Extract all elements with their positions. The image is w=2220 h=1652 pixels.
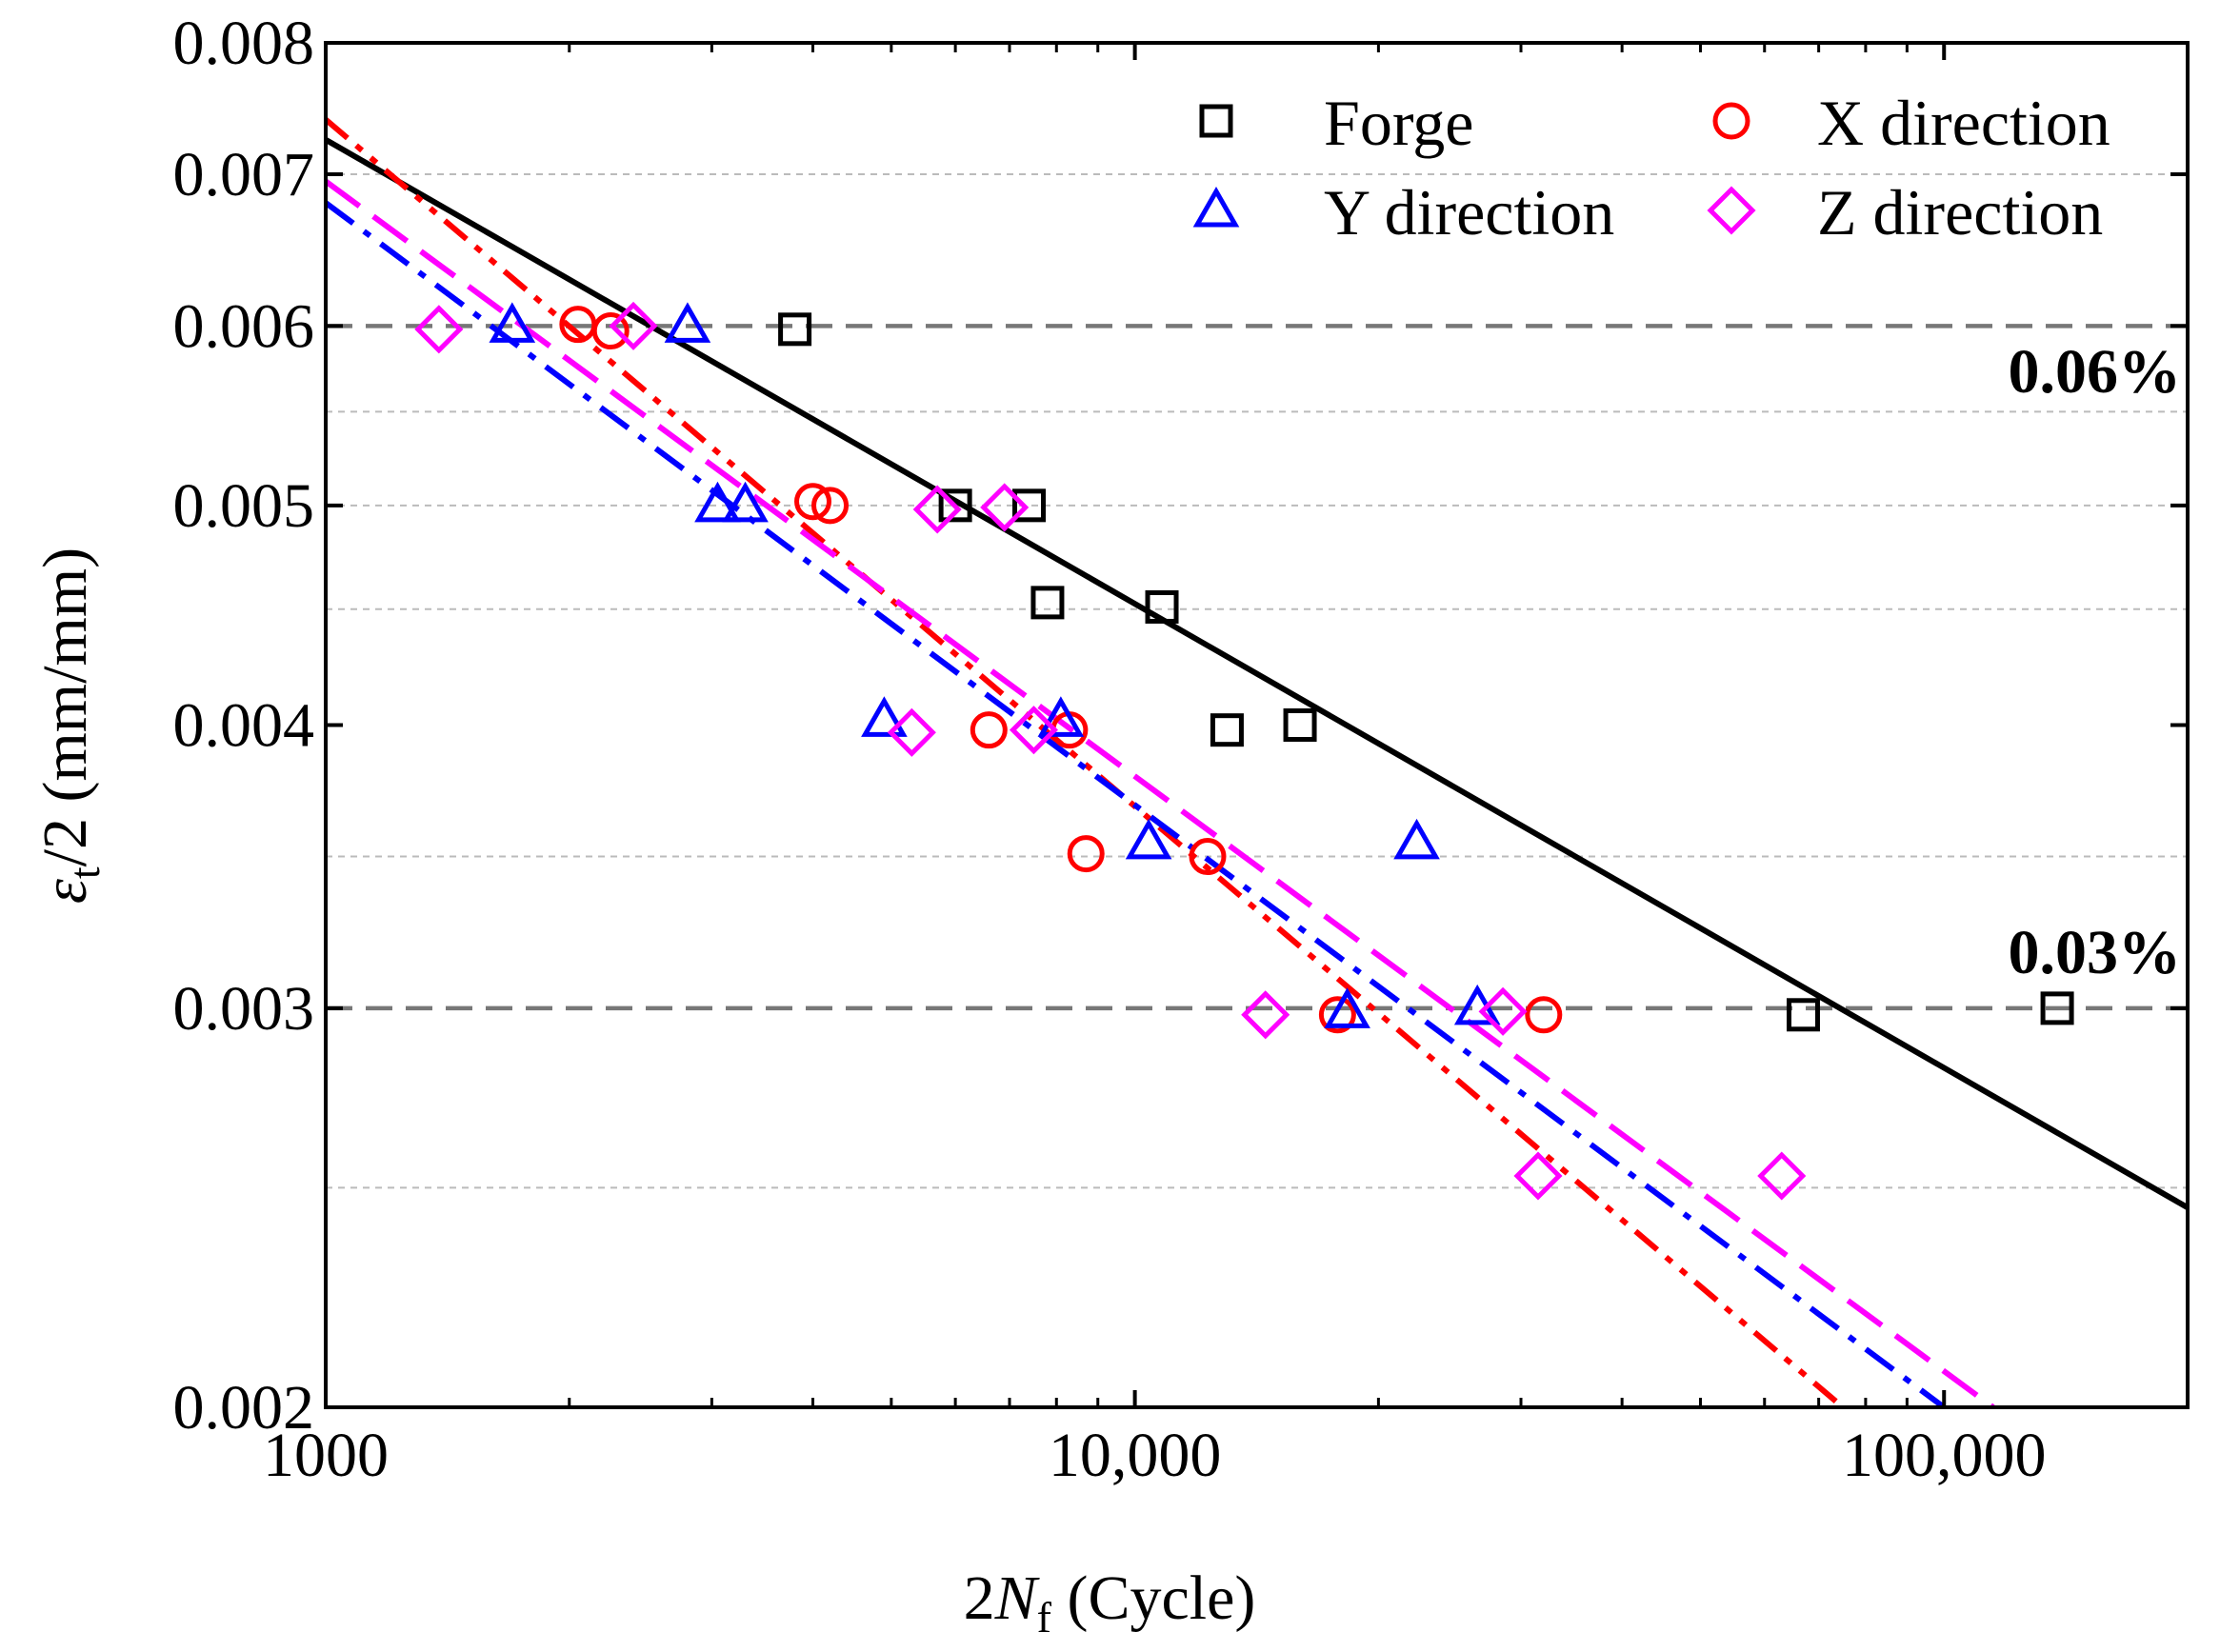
y-tick-label-0: 0.002 <box>173 1373 315 1443</box>
legend-marker-forge <box>1199 104 1233 138</box>
data-point-x-direction-2 <box>794 483 832 521</box>
data-point-z-direction-0 <box>414 305 464 354</box>
data-point-y-direction-7 <box>1324 987 1370 1028</box>
legend-label-forge: Forge <box>1324 87 1473 159</box>
data-point-y-direction-5 <box>1037 696 1085 737</box>
fit-line-forge <box>326 137 2188 1210</box>
data-point-x-direction-6 <box>1067 835 1105 873</box>
data-point-forge-7 <box>1786 998 1820 1032</box>
data-point-forge-3 <box>1030 586 1065 620</box>
x-axis-title: 2Nf (Cycle) <box>964 1563 1256 1642</box>
data-point-y-direction-1 <box>664 302 711 343</box>
legend-symbol-y-direction <box>1192 186 1240 228</box>
reference-lines <box>326 324 2188 1011</box>
legend-marker-y-direction <box>1192 186 1240 228</box>
data-point-y-direction-0 <box>489 302 536 343</box>
data-point-z-direction-9 <box>1757 1151 1807 1201</box>
data-point-y-direction-6 <box>1125 818 1172 860</box>
data-point-forge-0 <box>778 312 812 347</box>
fit-line-z-direction <box>326 179 1995 1407</box>
data-point-z-direction-2 <box>887 707 936 757</box>
y-tick-label-3: 0.005 <box>173 471 315 541</box>
data-point-z-direction-7 <box>1478 986 1528 1036</box>
data-point-y-direction-8 <box>1393 818 1440 860</box>
legend-marker-z-direction <box>1707 186 1756 235</box>
data-point-y-direction-4 <box>861 696 908 737</box>
x-tick-label-1: 10,000 <box>1049 1421 1222 1490</box>
y-tick-label-4: 0.006 <box>173 291 315 361</box>
legend-label-x-direction: X direction <box>1817 87 2110 159</box>
data-point-x-direction-3 <box>811 487 850 525</box>
data-point-z-direction-4 <box>980 483 1030 532</box>
data-point-x-direction-9 <box>1525 996 1563 1034</box>
data-point-x-direction-1 <box>591 312 630 350</box>
x-tick-label-2: 100,000 <box>1842 1421 2047 1490</box>
data-point-forge-2 <box>1012 488 1047 523</box>
data-point-y-direction-3 <box>722 481 769 523</box>
data-point-x-direction-4 <box>970 711 1008 749</box>
data-point-z-direction-5 <box>1009 706 1059 755</box>
data-point-forge-6 <box>1283 708 1317 742</box>
data-point-forge-5 <box>1210 713 1244 747</box>
data-point-z-direction-8 <box>1513 1151 1563 1201</box>
y-axis-title: εt/2 (mm/mm) <box>30 547 109 904</box>
axis-ticks: 0.002 0.003 0.004 0.005 0.006 0.007 0.008 1000 1… <box>173 9 2188 1490</box>
legend: Forge X direction Y direction Z directio… <box>1192 87 2110 249</box>
x-tick-label-0: 1000 <box>263 1421 389 1490</box>
data-point-y-direction-2 <box>694 481 741 523</box>
y-tick-label-1: 0.003 <box>173 974 315 1044</box>
legend-label-y-direction: Y direction <box>1324 176 1614 249</box>
legend-symbol-x-direction <box>1712 102 1750 140</box>
legend-symbol-forge <box>1199 104 1233 138</box>
data-point-x-direction-7 <box>1189 838 1227 876</box>
fit-line-y-direction <box>326 200 1947 1407</box>
legend-label-z-direction: Z direction <box>1817 176 2103 249</box>
y-tick-label-5: 0.007 <box>173 140 315 209</box>
data-point-forge-4 <box>1145 589 1179 624</box>
legend-marker-x-direction <box>1712 102 1750 140</box>
data-point-z-direction-6 <box>1241 990 1290 1040</box>
data-point-x-direction-8 <box>1318 996 1356 1034</box>
data-point-forge-1 <box>938 488 972 523</box>
y-tick-label-6: 0.008 <box>173 9 315 78</box>
data-point-z-direction-1 <box>609 301 658 350</box>
data-point-z-direction-3 <box>912 485 962 534</box>
fit-line-x-direction <box>326 117 1846 1407</box>
data-points <box>414 301 2074 1201</box>
fit-lines <box>326 117 2188 1407</box>
legend-symbol-z-direction <box>1707 186 1756 235</box>
y-tick-label-2: 0.004 <box>173 691 315 761</box>
data-point-forge-8 <box>2040 991 2074 1025</box>
annotation-0-06-percent: 0.06% <box>2009 337 2182 407</box>
annotation-0-03-percent: 0.03% <box>2009 918 2182 987</box>
